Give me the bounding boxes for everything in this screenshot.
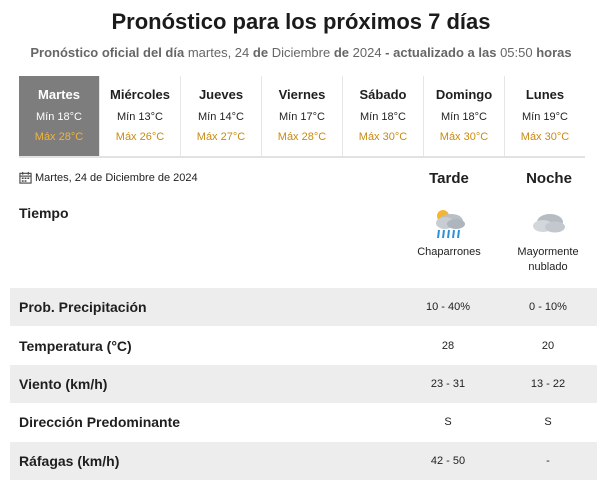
day-min-temp: Mín 14°C — [198, 111, 244, 123]
day-min-temp: Mín 17°C — [279, 111, 325, 123]
table-row: Temperatura (°C) 28 20 — [10, 326, 597, 364]
weather-tarde-text: Chaparrones — [417, 246, 481, 258]
day-min-temp: Mín 13°C — [117, 111, 163, 123]
day-name: Miércoles — [110, 87, 170, 102]
row-label: Dirección Predominante — [19, 414, 181, 431]
day-min-temp: Mín 18°C — [36, 111, 82, 123]
row-value-tarde: S — [444, 416, 452, 429]
day-tab-miercoles[interactable]: Miércoles Mín 13°C Máx 26°C — [100, 76, 181, 156]
day-tabs: Martes Mín 18°C Máx 28°C Miércoles Mín 1… — [19, 76, 585, 158]
column-header-noche: Noche — [526, 170, 572, 187]
row-label: Prob. Precipitación — [19, 299, 147, 316]
day-min-temp: Mín 19°C — [522, 111, 568, 123]
weather-noche-text: Mayormente nublado — [517, 246, 579, 273]
day-min-temp: Mín 18°C — [360, 111, 406, 123]
day-name: Jueves — [198, 87, 244, 102]
showers-icon — [436, 210, 465, 239]
day-name: Lunes — [525, 87, 565, 102]
page-title: Pronóstico para los próximos 7 días — [111, 9, 491, 34]
day-max-temp: Máx 28°C — [34, 131, 84, 143]
row-label: Ráfagas (km/h) — [19, 452, 120, 469]
day-max-temp: Máx 26°C — [115, 131, 165, 143]
row-value-tarde: 28 — [441, 339, 455, 352]
day-tab-sabado[interactable]: Sábado Mín 18°C Máx 30°C — [343, 76, 424, 156]
day-name: Domingo — [435, 87, 493, 102]
day-name: Sábado — [359, 87, 407, 102]
day-name: Martes — [38, 87, 80, 102]
table-row: Viento (km/h) 23 - 31 13 - 22 — [10, 364, 597, 404]
weather-tarde: Chaparrones — [408, 205, 490, 260]
day-max-temp: Máx 28°C — [277, 131, 327, 143]
table-row: Dirección Predominante S S — [10, 403, 597, 441]
table-row: Prob. Precipitación 10 - 40% 0 - 10% — [10, 288, 597, 327]
day-tab-jueves[interactable]: Jueves Mín 14°C Máx 27°C — [181, 76, 262, 156]
forecast-table: Prob. Precipitación 10 - 40% 0 - 10% Tem… — [10, 288, 597, 480]
day-max-temp: Máx 30°C — [439, 131, 489, 143]
mostly-cloudy-icon — [533, 214, 565, 233]
row-value-tarde: 23 - 31 — [430, 377, 466, 390]
day-tab-martes[interactable]: Martes Mín 18°C Máx 28°C — [19, 76, 100, 156]
tiempo-label: Tiempo — [19, 205, 69, 221]
day-tab-lunes[interactable]: Lunes Mín 19°C Máx 30°C — [505, 76, 585, 156]
day-tab-domingo[interactable]: Domingo Mín 18°C Máx 30°C — [424, 76, 505, 156]
day-min-temp: Mín 18°C — [441, 111, 487, 123]
day-tab-viernes[interactable]: Viernes Mín 17°C Máx 28°C — [262, 76, 343, 156]
calendar-icon — [19, 171, 32, 184]
day-max-temp: Máx 30°C — [520, 131, 570, 143]
day-max-temp: Máx 27°C — [196, 131, 246, 143]
row-value-tarde: 10 - 40% — [425, 301, 471, 314]
table-row: Ráfagas (km/h) 42 - 50 - — [10, 441, 597, 480]
detail-date: Martes, 24 de Diciembre de 2024 — [19, 171, 198, 184]
weather-noche: Mayormente nublado — [508, 205, 588, 275]
column-header-tarde: Tarde — [429, 170, 469, 187]
row-value-tarde: 42 - 50 — [430, 454, 466, 467]
row-value-noche: 13 - 22 — [530, 377, 566, 390]
detail-date-text: Martes, 24 de Diciembre de 2024 — [35, 171, 198, 184]
row-label: Viento (km/h) — [19, 375, 108, 392]
row-value-noche: - — [546, 454, 550, 467]
row-value-noche: S — [544, 416, 552, 429]
row-value-noche: 20 — [541, 339, 555, 352]
page-subtitle: Pronóstico oficial del día martes, 24 de… — [30, 45, 572, 60]
row-label: Temperatura (°C) — [19, 337, 132, 354]
day-max-temp: Máx 30°C — [358, 131, 408, 143]
row-value-noche: 0 - 10% — [529, 301, 567, 314]
day-name: Viernes — [278, 87, 326, 102]
